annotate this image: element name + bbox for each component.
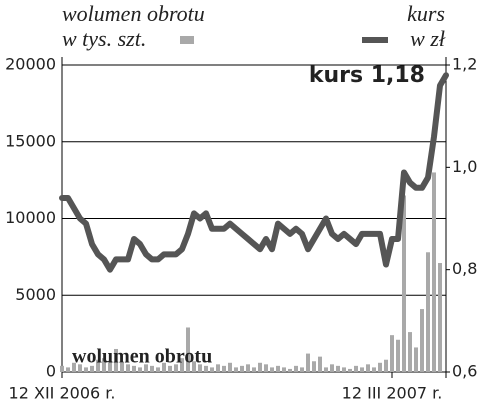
bar bbox=[414, 347, 418, 372]
bar bbox=[258, 362, 262, 372]
bar bbox=[180, 358, 184, 372]
y-tick-label: 0 bbox=[46, 362, 56, 381]
bar bbox=[378, 362, 382, 372]
y-tick-label: 5000 bbox=[15, 285, 56, 304]
bar bbox=[282, 367, 286, 372]
bar bbox=[330, 364, 334, 372]
y2-tick-label: 0,6 bbox=[452, 362, 477, 381]
bar bbox=[432, 172, 436, 372]
bar bbox=[72, 362, 76, 372]
bar bbox=[312, 361, 316, 372]
bar bbox=[96, 359, 100, 372]
bar bbox=[132, 365, 136, 372]
bar bbox=[438, 263, 442, 372]
bar bbox=[192, 361, 196, 372]
annotation: kurs 1,18 bbox=[309, 63, 425, 88]
bar bbox=[114, 348, 118, 372]
bar bbox=[150, 365, 154, 372]
x-tick-label: 12 III 2007 r. bbox=[342, 384, 443, 403]
bar bbox=[372, 367, 376, 372]
bar bbox=[198, 364, 202, 372]
bar bbox=[384, 359, 388, 372]
line bbox=[59, 72, 449, 273]
bar bbox=[348, 368, 352, 372]
bar bbox=[300, 367, 304, 372]
bar bbox=[138, 367, 142, 372]
bar bbox=[126, 364, 130, 372]
bar bbox=[210, 367, 214, 372]
bar bbox=[408, 332, 412, 372]
bar bbox=[264, 364, 268, 372]
legend-line-name: kurs bbox=[407, 1, 445, 26]
bar bbox=[366, 364, 370, 372]
bar bbox=[162, 362, 166, 372]
y-tick-label: 10000 bbox=[5, 208, 56, 227]
bar bbox=[120, 362, 124, 372]
bar bbox=[60, 365, 64, 372]
bar bbox=[240, 365, 244, 372]
inner-bar-label: wolumen obrotu bbox=[72, 346, 212, 368]
bar bbox=[186, 327, 190, 372]
y-tick-label: 20000 bbox=[5, 55, 56, 74]
bar bbox=[294, 365, 298, 372]
bar bbox=[216, 364, 220, 372]
bar bbox=[84, 367, 88, 372]
y-tick-label: 15000 bbox=[5, 131, 56, 150]
bar bbox=[276, 365, 280, 372]
bar bbox=[228, 362, 232, 372]
bar bbox=[336, 365, 340, 372]
bar bbox=[78, 364, 82, 372]
bar bbox=[108, 361, 112, 372]
bar bbox=[306, 353, 310, 372]
legend-line-unit: w zł bbox=[410, 26, 446, 51]
bar bbox=[426, 252, 430, 372]
bar bbox=[342, 367, 346, 372]
x-tick-label: 12 XII 2006 r. bbox=[9, 384, 116, 403]
bar bbox=[270, 367, 274, 372]
bar bbox=[246, 364, 250, 372]
y2-tick-label: 1,2 bbox=[452, 55, 477, 74]
legend-swatch bbox=[180, 36, 194, 44]
legend-bar-unit: w tys. szt. bbox=[62, 26, 146, 51]
bar bbox=[390, 335, 394, 372]
bar bbox=[168, 365, 172, 372]
bar bbox=[234, 367, 238, 372]
bar bbox=[318, 356, 322, 372]
bar bbox=[102, 358, 106, 372]
bar bbox=[252, 367, 256, 372]
bar bbox=[222, 365, 226, 372]
bar bbox=[174, 364, 178, 372]
bar bbox=[420, 309, 424, 372]
bar bbox=[402, 195, 406, 372]
plot: 0 5000 10000 15000 20000 0,6 0,8 1,0 1,2 12 XII 2… bbox=[5, 55, 477, 403]
legend-bar-name: wolumen obrotu bbox=[62, 1, 205, 26]
bar bbox=[144, 364, 148, 372]
y2-tick-label: 0,8 bbox=[452, 259, 477, 278]
bar bbox=[360, 367, 364, 372]
y2-tick-label: 1,0 bbox=[452, 157, 477, 176]
bar bbox=[288, 368, 292, 372]
bar bbox=[204, 365, 208, 372]
bar bbox=[396, 339, 400, 372]
bar bbox=[156, 367, 160, 372]
bar bbox=[324, 367, 328, 372]
bar bbox=[90, 365, 94, 372]
bar bbox=[354, 365, 358, 372]
bar bbox=[66, 367, 70, 372]
